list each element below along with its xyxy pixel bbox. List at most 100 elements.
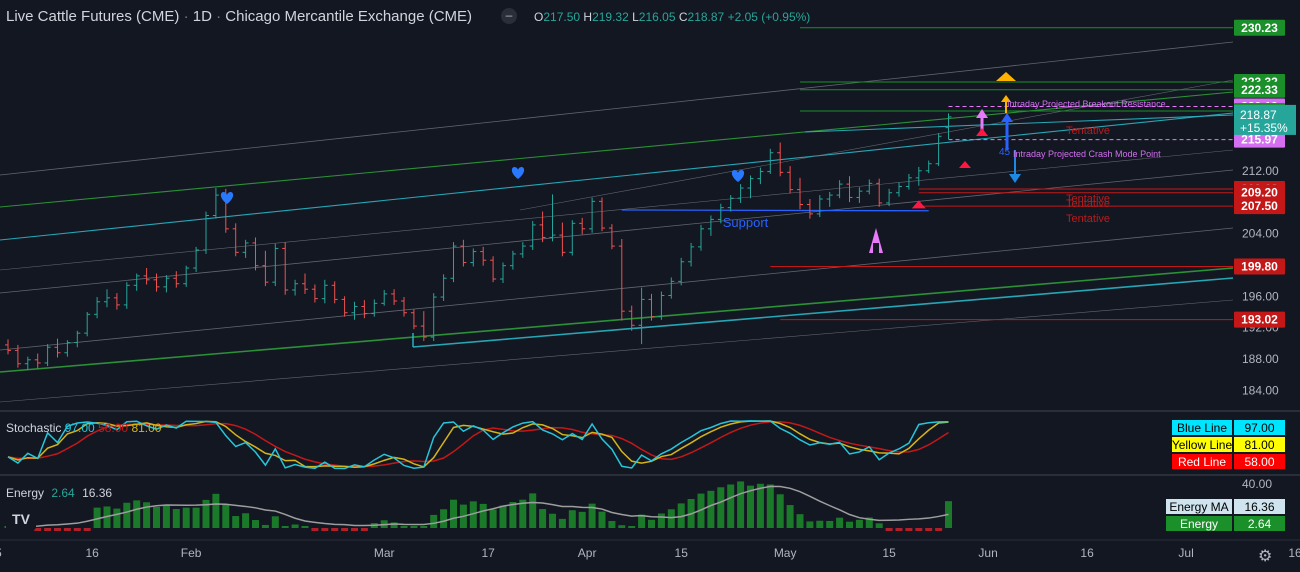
header-sep: · [183, 8, 193, 25]
energy-bar [905, 528, 913, 531]
energy-legend-box [1166, 516, 1232, 531]
red-triangle-icon [959, 161, 971, 168]
energy-ma-value: 16.36 [82, 486, 113, 500]
tentative-label: Tentative [1066, 125, 1110, 137]
energy-bar [846, 521, 853, 528]
energy-bar [786, 505, 794, 528]
header-sep: · [216, 8, 226, 25]
time-axis-tick: 16 [1080, 546, 1094, 560]
stochastic-value-box [1234, 437, 1285, 452]
energy-bar [865, 517, 873, 528]
energy-bar [202, 499, 210, 528]
last-price-text: 218.87 [1240, 108, 1277, 122]
energy-bar [756, 483, 764, 528]
energy-bar [390, 522, 398, 528]
time-axis-tick: 16 [85, 546, 99, 560]
energy-bar [667, 509, 675, 528]
energy-bar [628, 526, 636, 528]
time-axis-tick: Mar [374, 546, 395, 560]
energy-bar [44, 528, 52, 531]
energy-bar [162, 504, 170, 528]
energy-legend-label: Energy [1180, 517, 1218, 531]
dots-icon[interactable]: – [501, 8, 517, 24]
stochastic-title: Stochastic 97.00 58.00 81.00 [6, 421, 161, 435]
energy-bar [321, 528, 329, 531]
energy-bar [598, 511, 606, 528]
energy-bar [192, 507, 200, 528]
heart-icon [220, 192, 234, 204]
energy-bar [113, 508, 121, 528]
chart-header: Live Cattle Futures (CME) · 1D · Chicago… [6, 8, 472, 25]
high-value: 219.32 [592, 10, 629, 24]
energy-bar [648, 519, 655, 528]
energy-bar [73, 528, 81, 531]
energy-bar [123, 502, 131, 528]
time-axis-tick: 2025 [0, 546, 2, 560]
price-axis-tick: 212.00 [1242, 164, 1279, 178]
tradingview-logo[interactable]: TV [6, 508, 36, 530]
energy-bar [697, 493, 705, 528]
blue-arrow-head [1001, 113, 1013, 122]
tentative-label: Tentative [1066, 213, 1110, 225]
energy-bar [331, 528, 339, 531]
energy-bar [54, 528, 61, 531]
energy-bar [737, 481, 745, 528]
energy-bar [796, 514, 804, 528]
magenta-arrow-icon [869, 228, 883, 253]
time-axis-tick: 17 [481, 546, 495, 560]
energy-bar [915, 528, 923, 531]
price-label-box [1234, 19, 1285, 36]
energy-ma-line [8, 485, 949, 528]
energy-bar [618, 525, 626, 528]
time-axis-tick: Jul [1178, 546, 1193, 560]
energy-bar [93, 507, 101, 528]
magenta-up-arrow-head [976, 109, 988, 118]
energy-bar [638, 514, 646, 528]
price-label-text: 209.20 [1241, 186, 1278, 200]
price-axis-tick: 204.00 [1242, 227, 1279, 241]
energy-value-box [1234, 499, 1285, 514]
open-key: O [534, 10, 544, 24]
open-value: 217.50 [543, 10, 581, 24]
stochastic-label: Stochastic [6, 421, 62, 435]
energy-bar [826, 520, 834, 528]
energy-bar [558, 518, 566, 528]
energy-bar [261, 524, 269, 528]
time-axis-tick: Jun [978, 546, 997, 560]
last-price-pct: +15.35% [1240, 121, 1288, 135]
energy-bar [727, 484, 735, 528]
low-key: L [632, 10, 639, 24]
energy-bar [855, 519, 863, 528]
time-axis-tick: 15 [882, 546, 896, 560]
price-label-box [1234, 198, 1285, 215]
gear-icon[interactable]: ⚙ [1258, 548, 1273, 565]
energy-bar [509, 502, 517, 528]
energy-bar [707, 490, 715, 528]
time-axis-tick: 16 [1288, 546, 1300, 560]
stochastic-red-value: 58.00 [98, 421, 129, 435]
symbol-name[interactable]: Live Cattle Futures (CME) [6, 8, 180, 25]
energy-legend-label: Energy MA [1169, 500, 1228, 514]
interval-label[interactable]: 1D [192, 8, 212, 25]
energy-value: 2.64 [51, 486, 75, 500]
energy-bar [440, 509, 448, 528]
energy-bar [400, 525, 408, 528]
energy-bar [608, 520, 616, 528]
energy-bar [677, 503, 685, 528]
energy-bar [301, 526, 309, 528]
ohlc-readout: O217.50 H219.32 L216.05 C218.87 +2.05 (+… [534, 10, 810, 24]
energy-bar [836, 517, 844, 528]
channel-gray [0, 41, 1234, 176]
number-45-label: 45 [999, 147, 1011, 158]
stochastic-legend-label: Yellow Line [1172, 438, 1233, 452]
stochastic-blue-line [7, 420, 949, 470]
energy-bar [450, 499, 457, 528]
energy-bar [341, 528, 349, 531]
time-axis-tick: May [774, 546, 797, 560]
energy-bar [172, 509, 180, 528]
price-axis-tick: 196.00 [1242, 289, 1279, 303]
time-axis-tick: 15 [675, 546, 689, 560]
red-marker-icon [911, 200, 926, 209]
close-key: C [678, 10, 688, 24]
